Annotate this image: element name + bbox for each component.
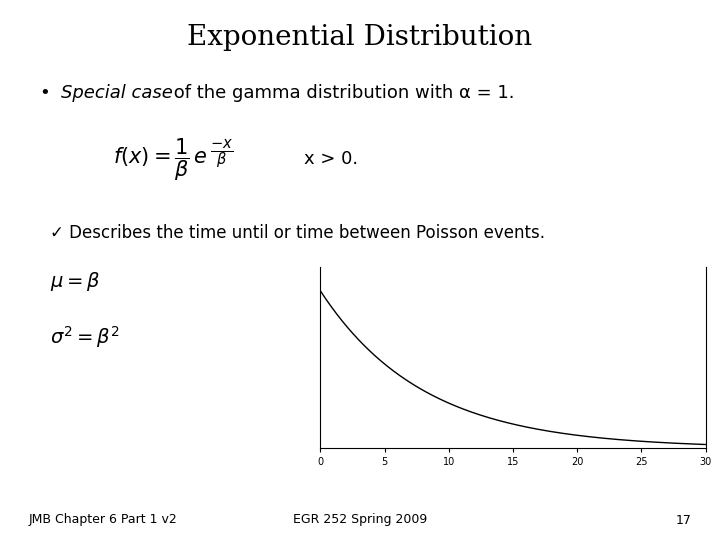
Text: of the gamma distribution with α = 1.: of the gamma distribution with α = 1. [168, 84, 514, 102]
Text: 17: 17 [675, 514, 691, 526]
Text: •: • [40, 84, 50, 102]
Text: $\mu = \beta$: $\mu = \beta$ [50, 270, 101, 293]
Text: Exponential Distribution: Exponential Distribution [187, 24, 533, 51]
Text: EGR 252 Spring 2009: EGR 252 Spring 2009 [293, 514, 427, 526]
Text: $f(x) = \dfrac{1}{\beta}\,e^{\,\dfrac{-x}{\beta}}$: $f(x) = \dfrac{1}{\beta}\,e^{\,\dfrac{-x… [113, 136, 233, 183]
Text: ✓ Describes the time until or time between Poisson events.: ✓ Describes the time until or time betwe… [50, 224, 546, 242]
Text: x > 0.: x > 0. [304, 150, 359, 168]
Text: JMB Chapter 6 Part 1 v2: JMB Chapter 6 Part 1 v2 [29, 514, 178, 526]
Text: $\sigma^2 = \beta^2$: $\sigma^2 = \beta^2$ [50, 324, 120, 350]
Text: Special case: Special case [61, 84, 173, 102]
